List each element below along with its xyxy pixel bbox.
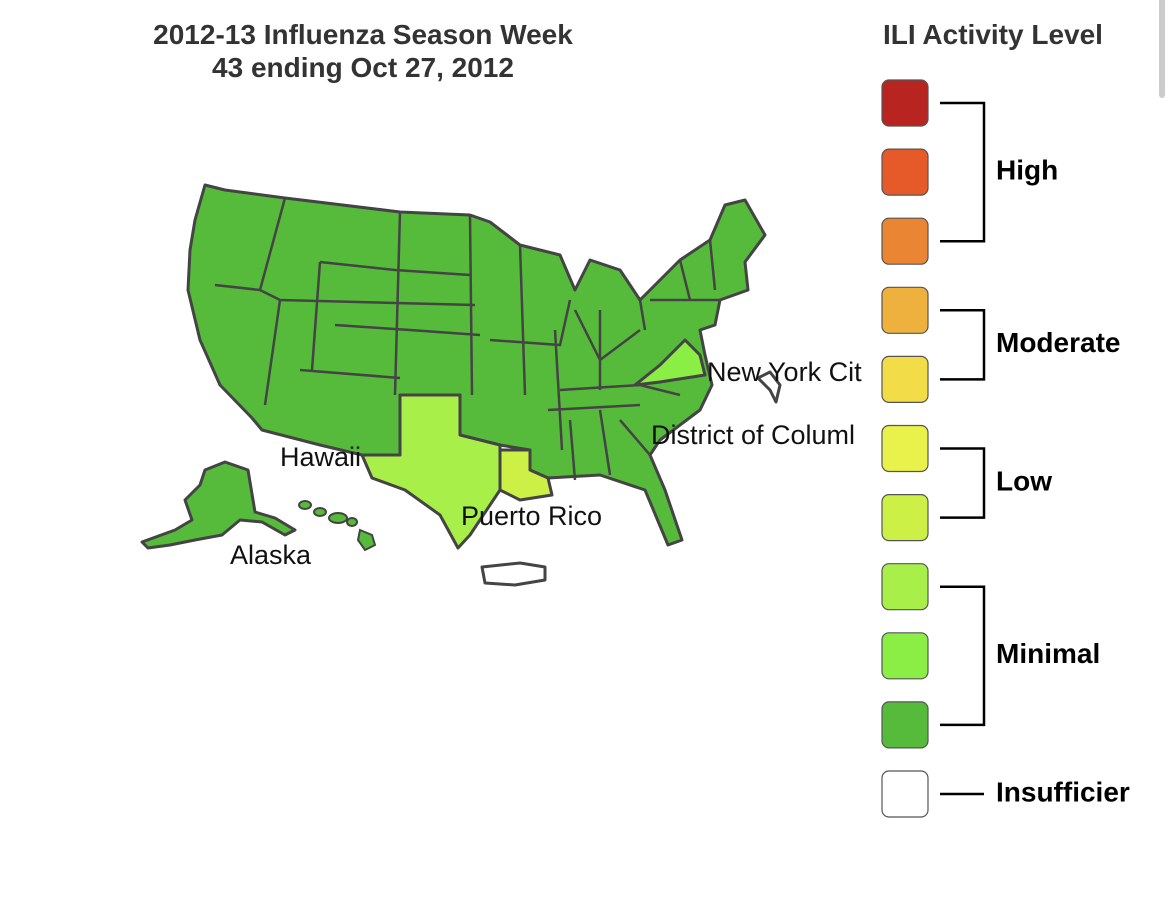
hawaii	[298, 500, 377, 552]
new-york-city	[756, 370, 782, 404]
legend-swatch	[881, 79, 929, 127]
puerto-rico	[480, 561, 547, 587]
map-label: Puerto Rico	[461, 501, 602, 531]
legend-bracket	[940, 101, 986, 243]
state-louisiana	[498, 448, 554, 502]
legend-group-label: Moderate	[996, 327, 1120, 358]
legend-swatch	[881, 424, 929, 473]
alaska	[140, 460, 297, 550]
map-label: New York Cit	[707, 357, 862, 387]
contiguous-states	[186, 183, 767, 547]
legend-group-label: Minimal	[996, 638, 1100, 669]
legend-swatch	[881, 355, 929, 403]
state-virginia	[633, 338, 707, 387]
legend-bracket	[940, 585, 986, 727]
legend-swatch	[881, 217, 929, 265]
legend-title: ILI Activity Level	[883, 19, 1103, 50]
legend-swatch	[881, 563, 929, 611]
legend-swatch	[881, 494, 929, 542]
legend-group-label: High	[996, 154, 1058, 185]
legend-bracket	[940, 309, 986, 381]
legend-swatch	[881, 632, 929, 680]
legend-group-label: Low	[996, 465, 1052, 496]
legend-swatch	[881, 701, 929, 749]
map-label: Alaska	[230, 540, 312, 570]
state-borders	[214, 197, 720, 481]
map-label: Hawaii	[280, 442, 361, 472]
state-texas	[360, 393, 502, 550]
title-line: 43 ending Oct 27, 2012	[212, 52, 514, 83]
map-label: District of Columl	[651, 420, 855, 450]
legend-swatch	[881, 286, 929, 334]
title-line: 2012-13 Influenza Season Week	[153, 19, 573, 50]
legend-group-label: Insufficier	[996, 776, 1130, 807]
legend-swatch	[881, 148, 929, 196]
legend-bracket	[940, 447, 986, 519]
legend-swatch	[881, 770, 929, 818]
us-map: New York Cit District of Columl Hawaii P…	[140, 183, 862, 587]
